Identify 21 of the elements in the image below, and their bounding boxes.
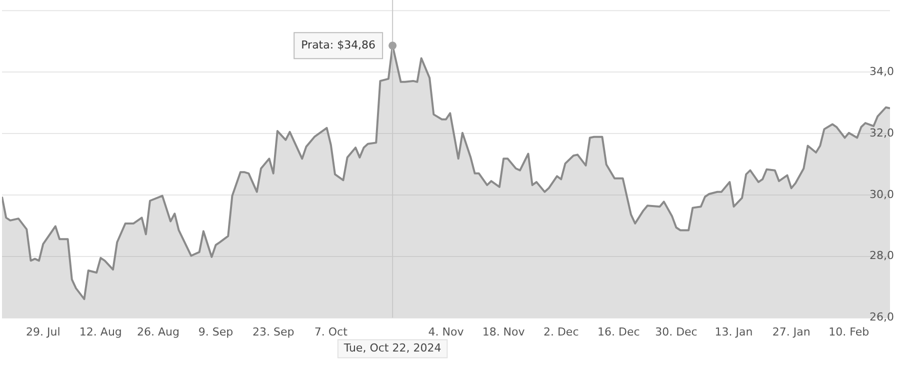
y-tick-label: 30,0 bbox=[870, 188, 894, 201]
x-tick-label: 27. Jan bbox=[772, 325, 810, 338]
x-tick-label: 26. Aug bbox=[136, 325, 180, 338]
x-tick-label: 10. Feb bbox=[828, 325, 870, 338]
x-tick-label: 4. Nov bbox=[428, 325, 464, 338]
x-tick-label: 30. Dec bbox=[655, 325, 698, 338]
x-tick-label: 23. Sep bbox=[252, 325, 294, 338]
ref-line-label: Tue, Oct 22, 2024 bbox=[342, 342, 442, 355]
x-tick-label: 18. Nov bbox=[482, 325, 526, 338]
x-tick-label: 13. Jan bbox=[714, 325, 753, 338]
x-tick-label: 12. Aug bbox=[79, 325, 122, 338]
x-tick-label: 7. Oct bbox=[314, 325, 348, 338]
x-tick-label: 16. Dec bbox=[598, 325, 640, 338]
x-tick-label: 9. Sep bbox=[198, 325, 234, 338]
y-tick-label: 26,0 bbox=[870, 310, 894, 324]
x-tick-label: 29. Jul bbox=[26, 325, 60, 338]
y-tick-label: 34,0 bbox=[870, 64, 894, 78]
y-tick-label: 32,0 bbox=[870, 126, 894, 140]
annotation: Prata: $34,86 bbox=[301, 38, 376, 52]
y-tick-label: 28,0 bbox=[870, 249, 894, 262]
x-tick-label: 2. Dec bbox=[543, 325, 579, 338]
